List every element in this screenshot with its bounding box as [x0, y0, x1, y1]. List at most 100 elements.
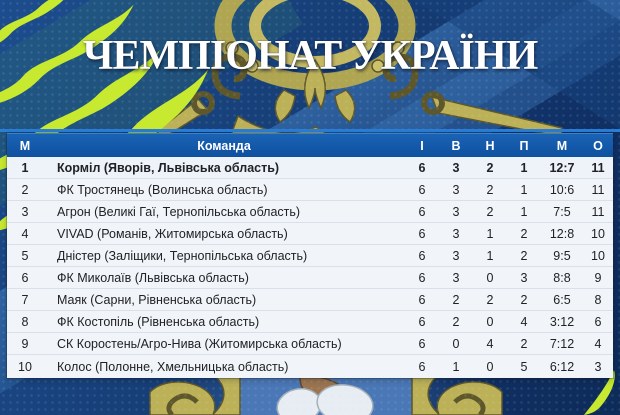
- cell-place: 4: [21, 226, 29, 241]
- cell-goals: 6:12: [549, 359, 575, 374]
- cell-goals: 6:5: [553, 292, 571, 307]
- cell-points: 3: [594, 359, 602, 374]
- cell-points: 11: [591, 182, 605, 197]
- claw-mark-icon: [584, 370, 615, 415]
- cell-draws: 0: [486, 359, 494, 374]
- cell-wins: 0: [452, 336, 460, 351]
- cell-points: 9: [594, 270, 602, 285]
- cell-draws: 4: [486, 336, 494, 351]
- cell-goals: 12:7: [549, 160, 575, 175]
- cell-wins: 3: [452, 248, 460, 263]
- cell-losses: 1: [520, 160, 528, 175]
- cell-losses: 2: [520, 226, 528, 241]
- cell-wins: 3: [452, 226, 460, 241]
- cell-team: Агрон (Великі Гаї, Тернопільська область…: [57, 204, 301, 219]
- cell-played: 6: [418, 292, 426, 307]
- cell-wins: 2: [452, 292, 460, 307]
- cell-losses: 2: [520, 292, 528, 307]
- cell-losses: 1: [520, 204, 528, 219]
- table-row: 5 Дністер (Заліщики, Тернопільська област…: [7, 245, 613, 267]
- cell-losses: 5: [520, 359, 528, 374]
- table-row: 4 VIVAD (Романів, Житомирська область) 6 3 1…: [7, 223, 613, 245]
- cell-played: 6: [418, 226, 426, 241]
- cell-team: Маяк (Сарни, Рівненська область): [57, 292, 257, 307]
- accent-divider-line: [0, 129, 620, 132]
- cell-team: СК Коростень/Агро-Нива (Житомирська обла…: [57, 336, 342, 351]
- cell-draws: 0: [486, 314, 494, 329]
- cell-team: Дністер (Заліщики, Тернопільська область…: [57, 248, 308, 263]
- cell-team: ФК Костопіль (Рівненська область): [57, 314, 260, 329]
- cell-draws: 2: [486, 292, 494, 307]
- cell-played: 6: [418, 160, 426, 175]
- table-row: 2 ФК Тростянець (Волинська область) 6 3 2 1 10…: [7, 179, 613, 201]
- cell-wins: 3: [452, 204, 460, 219]
- cell-draws: 1: [486, 226, 494, 241]
- col-header-losses: П: [519, 138, 529, 153]
- table-row: 10 Колос (Полонне, Хмельницька область) 6 1…: [7, 355, 613, 378]
- cell-place: 2: [21, 182, 29, 197]
- cell-goals: 8:8: [553, 270, 571, 285]
- standings-table-body: 1 Корміл (Яворів, Львівська область) 6 3 2 1 1…: [7, 157, 613, 378]
- cell-losses: 3: [520, 270, 528, 285]
- cell-draws: 0: [486, 270, 494, 285]
- cell-played: 6: [418, 248, 426, 263]
- cell-team: ФК Тростянець (Волинська область): [57, 182, 268, 197]
- col-header-wins: В: [451, 138, 461, 153]
- cell-place: 9: [21, 336, 29, 351]
- cell-team: ФК Миколаїв (Львівська область): [57, 270, 249, 285]
- cell-goals: 10:6: [549, 182, 575, 197]
- cell-team: Колос (Полонне, Хмельницька область): [57, 359, 289, 374]
- cell-draws: 2: [486, 182, 494, 197]
- cell-team: VIVAD (Романів, Житомирська область): [57, 226, 288, 241]
- table-row: 1 Корміл (Яворів, Львівська область) 6 3 2 1 1…: [7, 157, 613, 179]
- cell-draws: 2: [486, 204, 494, 219]
- cell-draws: 1: [486, 248, 494, 263]
- cell-draws: 2: [486, 160, 494, 175]
- col-header-points: О: [593, 138, 603, 153]
- cell-played: 6: [418, 336, 426, 351]
- cell-losses: 1: [520, 182, 528, 197]
- table-row: 9 СК Коростень/Агро-Нива (Житомирська обл…: [7, 333, 613, 355]
- cell-place: 6: [21, 270, 29, 285]
- cell-place: 3: [21, 204, 29, 219]
- col-header-played: І: [420, 138, 424, 153]
- cell-place: 10: [18, 359, 32, 374]
- table-row: 7 Маяк (Сарни, Рівненська область) 6 2 2 2 6:5…: [7, 289, 613, 311]
- col-header-draws: Н: [485, 138, 495, 153]
- cell-points: 10: [591, 248, 605, 263]
- cell-goals: 12:8: [549, 226, 575, 241]
- cell-losses: 4: [520, 314, 528, 329]
- cell-wins: 2: [452, 314, 460, 329]
- cell-played: 6: [418, 314, 426, 329]
- cell-points: 11: [591, 204, 605, 219]
- cell-goals: 7:5: [553, 204, 571, 219]
- table-row: 6 ФК Миколаїв (Львівська область) 6 3 0 3 8:8 9: [7, 267, 613, 289]
- table-header-row: М Команда І В Н П М О: [7, 133, 613, 157]
- cell-points: 4: [594, 336, 602, 351]
- cell-losses: 2: [520, 336, 528, 351]
- cell-points: 10: [591, 226, 605, 241]
- cell-place: 1: [21, 160, 29, 175]
- cell-points: 11: [591, 160, 605, 175]
- cell-place: 8: [21, 314, 29, 329]
- cell-team: Корміл (Яворів, Львівська область): [57, 160, 280, 175]
- col-header-team: Команда: [197, 138, 251, 153]
- cell-wins: 3: [452, 270, 460, 285]
- col-header-goals: М: [556, 138, 568, 153]
- standings-table: М Команда І В Н П М О 1 Корміл (Яворів, Л…: [7, 133, 613, 378]
- cell-losses: 2: [520, 248, 528, 263]
- cell-wins: 3: [452, 182, 460, 197]
- col-header-place: М: [19, 138, 31, 153]
- cell-points: 6: [594, 314, 602, 329]
- cell-played: 6: [418, 204, 426, 219]
- cell-played: 6: [418, 359, 426, 374]
- cell-points: 8: [594, 292, 602, 307]
- cell-place: 7: [21, 292, 29, 307]
- cell-wins: 1: [452, 359, 460, 374]
- table-row: 3 Агрон (Великі Гаї, Тернопільська област…: [7, 201, 613, 223]
- cell-played: 6: [418, 182, 426, 197]
- cell-wins: 3: [452, 160, 460, 175]
